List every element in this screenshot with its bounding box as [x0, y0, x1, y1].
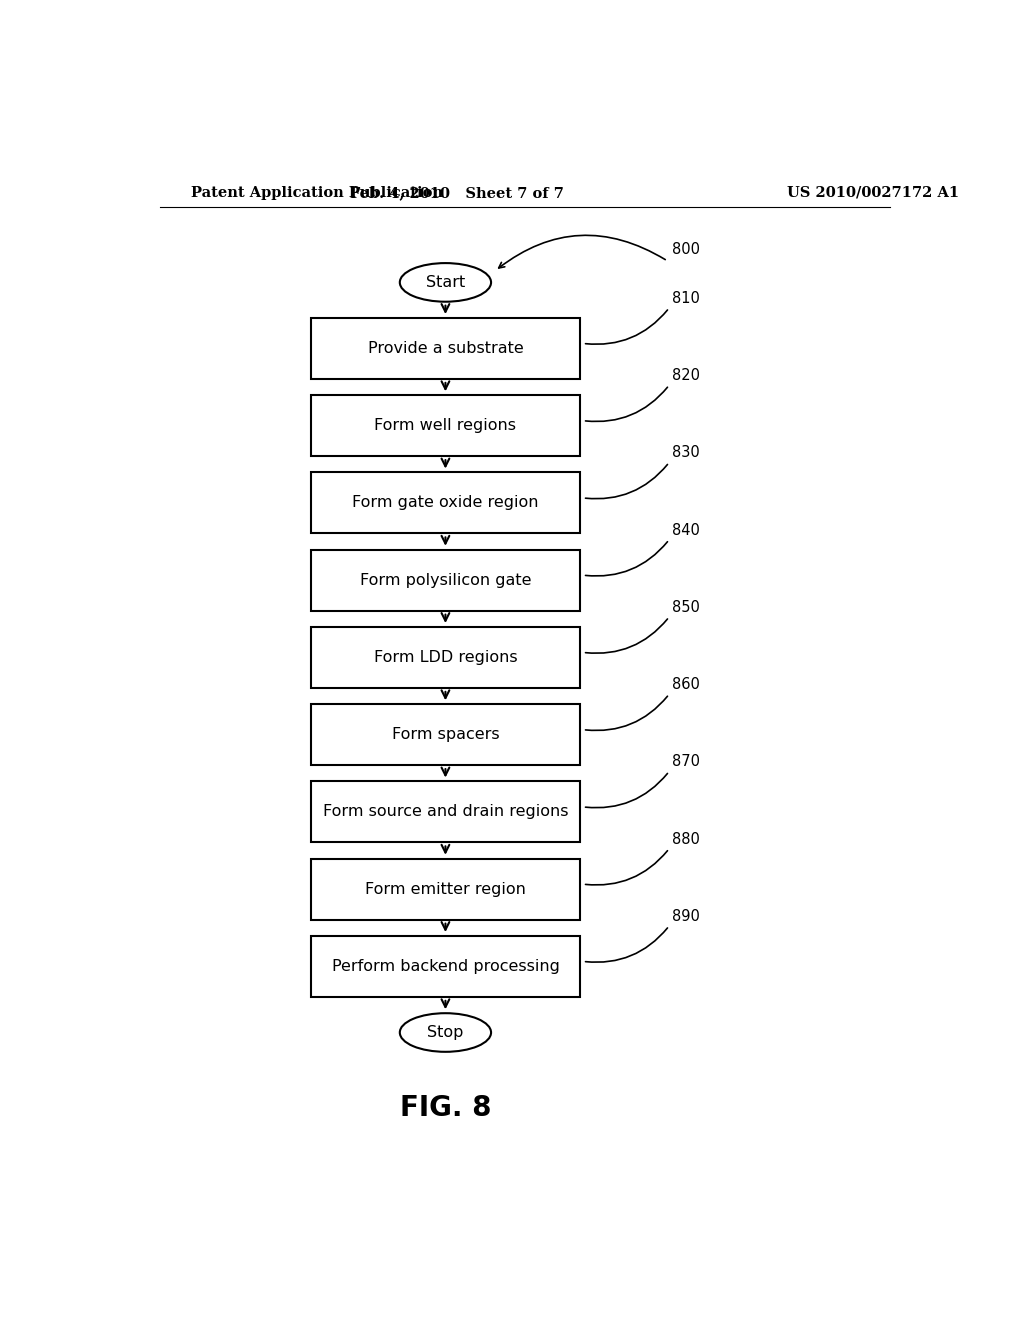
Text: FIG. 8: FIG. 8 — [399, 1094, 492, 1122]
Text: Stop: Stop — [427, 1026, 464, 1040]
Text: Form LDD regions: Form LDD regions — [374, 649, 517, 665]
Ellipse shape — [399, 1014, 492, 1052]
Bar — [310, 627, 581, 688]
Bar — [310, 859, 581, 920]
Text: 870: 870 — [672, 754, 699, 770]
Text: 880: 880 — [672, 832, 699, 846]
Bar — [310, 704, 581, 766]
Text: 830: 830 — [672, 445, 699, 461]
Text: 800: 800 — [672, 242, 699, 257]
Text: Feb. 4, 2010   Sheet 7 of 7: Feb. 4, 2010 Sheet 7 of 7 — [350, 186, 564, 199]
Text: Form polysilicon gate: Form polysilicon gate — [359, 573, 531, 587]
Ellipse shape — [399, 263, 492, 302]
Bar — [310, 549, 581, 611]
Text: Form emitter region: Form emitter region — [365, 882, 526, 896]
Text: Form well regions: Form well regions — [375, 418, 516, 433]
Bar — [310, 318, 581, 379]
Text: Perform backend processing: Perform backend processing — [332, 958, 559, 974]
Bar — [310, 395, 581, 457]
Text: 890: 890 — [672, 908, 699, 924]
Bar — [310, 781, 581, 842]
Text: 850: 850 — [672, 599, 699, 615]
Text: Provide a substrate: Provide a substrate — [368, 341, 523, 356]
Text: Form gate oxide region: Form gate oxide region — [352, 495, 539, 511]
Text: US 2010/0027172 A1: US 2010/0027172 A1 — [786, 186, 958, 199]
Text: 840: 840 — [672, 523, 699, 537]
Text: 820: 820 — [672, 368, 699, 383]
Text: Form source and drain regions: Form source and drain regions — [323, 804, 568, 820]
Bar — [310, 473, 581, 533]
Text: Form spacers: Form spacers — [391, 727, 500, 742]
Text: 810: 810 — [672, 290, 699, 306]
Text: Start: Start — [426, 275, 465, 290]
Bar — [310, 936, 581, 997]
Text: 860: 860 — [672, 677, 699, 692]
Text: Patent Application Publication: Patent Application Publication — [191, 186, 443, 199]
